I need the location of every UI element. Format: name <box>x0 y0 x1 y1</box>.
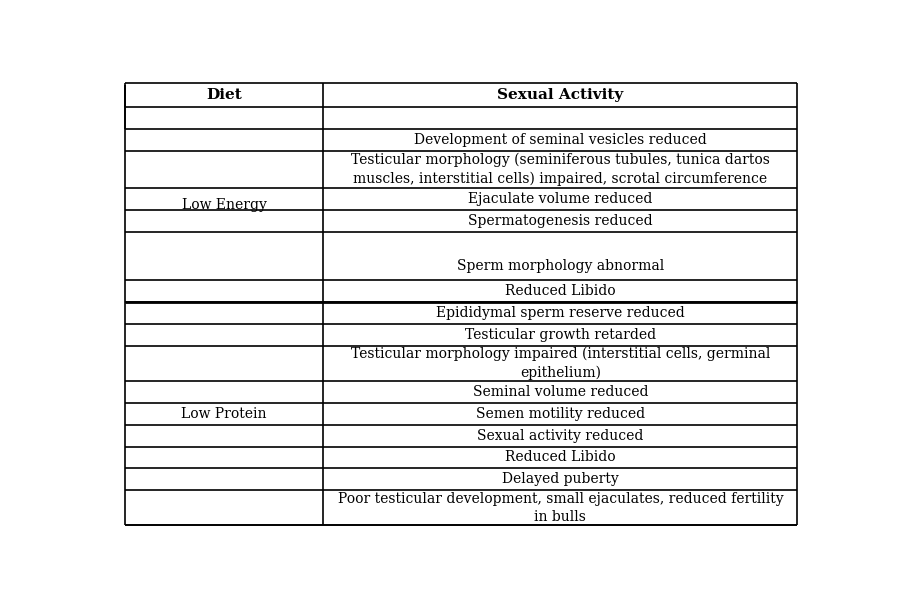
Text: Spermatogenesis reduced: Spermatogenesis reduced <box>468 214 652 228</box>
Text: Semen motility reduced: Semen motility reduced <box>476 407 645 421</box>
Text: Reduced Libido: Reduced Libido <box>505 450 616 465</box>
Text: Testicular morphology impaired (interstitial cells, germinal
epithelium): Testicular morphology impaired (intersti… <box>351 347 770 380</box>
Text: Sexual activity reduced: Sexual activity reduced <box>477 429 644 443</box>
Text: Low Energy: Low Energy <box>182 198 266 212</box>
Text: Epididymal sperm reserve reduced: Epididymal sperm reserve reduced <box>436 306 685 320</box>
Text: Testicular growth retarded: Testicular growth retarded <box>465 328 656 342</box>
Text: Development of seminal vesicles reduced: Development of seminal vesicles reduced <box>414 133 706 147</box>
Text: Seminal volume reduced: Seminal volume reduced <box>472 385 648 399</box>
Text: Sperm morphology abnormal: Sperm morphology abnormal <box>457 259 664 273</box>
Text: Poor testicular development, small ejaculates, reduced fertility
in bulls: Poor testicular development, small ejacu… <box>338 492 783 524</box>
Text: Delayed puberty: Delayed puberty <box>502 472 619 486</box>
Text: Diet: Diet <box>206 89 242 102</box>
Text: Testicular morphology (seminiferous tubules, tunica dartos
muscles, interstitial: Testicular morphology (seminiferous tubu… <box>351 153 770 187</box>
Text: Low Protein: Low Protein <box>182 407 267 421</box>
Text: Sexual Activity: Sexual Activity <box>498 89 624 102</box>
Text: Reduced Libido: Reduced Libido <box>505 284 616 298</box>
Text: Ejaculate volume reduced: Ejaculate volume reduced <box>468 192 652 206</box>
